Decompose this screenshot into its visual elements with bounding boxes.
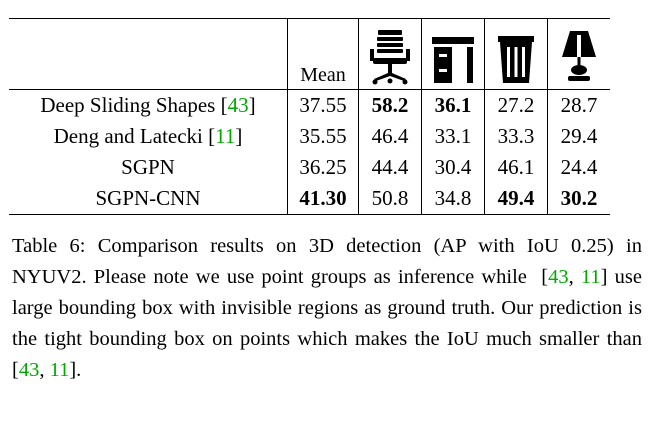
trash-bin-value: 33.3: [484, 121, 548, 152]
mean-value: 35.55: [287, 121, 359, 152]
method-name: Deep Sliding Shapes [: [40, 93, 228, 117]
method-name: Deng and Latecki [: [53, 124, 216, 148]
desk-header: [421, 18, 485, 90]
mean-value: 37.55: [287, 89, 359, 121]
lamp-header: [547, 18, 610, 90]
table-row: Deep Sliding Shapes [43] 37.55 58.2 36.1…: [9, 89, 610, 121]
method-cell: SGPN: [9, 152, 288, 183]
method-cell: SGPN-CNN: [9, 183, 288, 215]
citation-link[interactable]: 11: [215, 124, 236, 148]
lamp-value: 29.4: [547, 121, 610, 152]
desk-value: 36.1: [421, 89, 485, 121]
desk-value: 30.4: [421, 152, 485, 183]
mean-header: Mean: [287, 18, 359, 90]
method-name: SGPN: [121, 155, 175, 179]
citation-link[interactable]: 43: [548, 266, 569, 288]
chair-icon: [370, 30, 410, 85]
trash-bin-icon: [498, 36, 534, 83]
table-row: SGPN 36.25 44.4 30.4 46.1 24.4: [9, 152, 610, 183]
table-row: Deng and Latecki [11] 35.55 46.4 33.1 33…: [9, 121, 610, 152]
citation-link[interactable]: 11: [580, 266, 601, 288]
lamp-value: 24.4: [547, 152, 610, 183]
trash-bin-value: 46.1: [484, 152, 548, 183]
lamp-icon: [562, 31, 596, 81]
method-suffix: ]: [235, 124, 243, 148]
citation-link[interactable]: 11: [49, 359, 70, 381]
table-caption: Table 6: Comparison results on 3D detect…: [12, 235, 643, 381]
table-header-row: Mean: [9, 18, 610, 90]
chair-value: 46.4: [358, 121, 422, 152]
chair-value: 50.8: [358, 183, 422, 215]
trash-bin-value: 49.4: [484, 183, 548, 215]
mean-value: 41.30: [287, 183, 359, 215]
mean-value: 36.25: [287, 152, 359, 183]
table-row: SGPN-CNN 41.30 50.8 34.8 49.4 30.2: [9, 183, 610, 215]
chair-value: 44.4: [358, 152, 422, 183]
desk-icon: [432, 37, 474, 83]
method-header-cell: [9, 18, 288, 90]
lamp-value: 30.2: [547, 183, 610, 215]
results-table: Mean: [9, 18, 610, 215]
trash-bin-header: [484, 18, 548, 90]
desk-value: 34.8: [421, 183, 485, 215]
citation-link[interactable]: 43: [18, 359, 40, 381]
desk-value: 33.1: [421, 121, 485, 152]
method-name: SGPN-CNN: [95, 186, 201, 210]
chair-header: [358, 18, 422, 90]
method-suffix: ]: [248, 93, 256, 117]
method-cell: Deng and Latecki [11]: [9, 121, 288, 152]
chair-value: 58.2: [358, 89, 422, 121]
method-cell: Deep Sliding Shapes [43]: [9, 89, 288, 121]
trash-bin-value: 27.2: [484, 89, 548, 121]
citation-link[interactable]: 43: [227, 93, 249, 117]
lamp-value: 28.7: [547, 89, 610, 121]
